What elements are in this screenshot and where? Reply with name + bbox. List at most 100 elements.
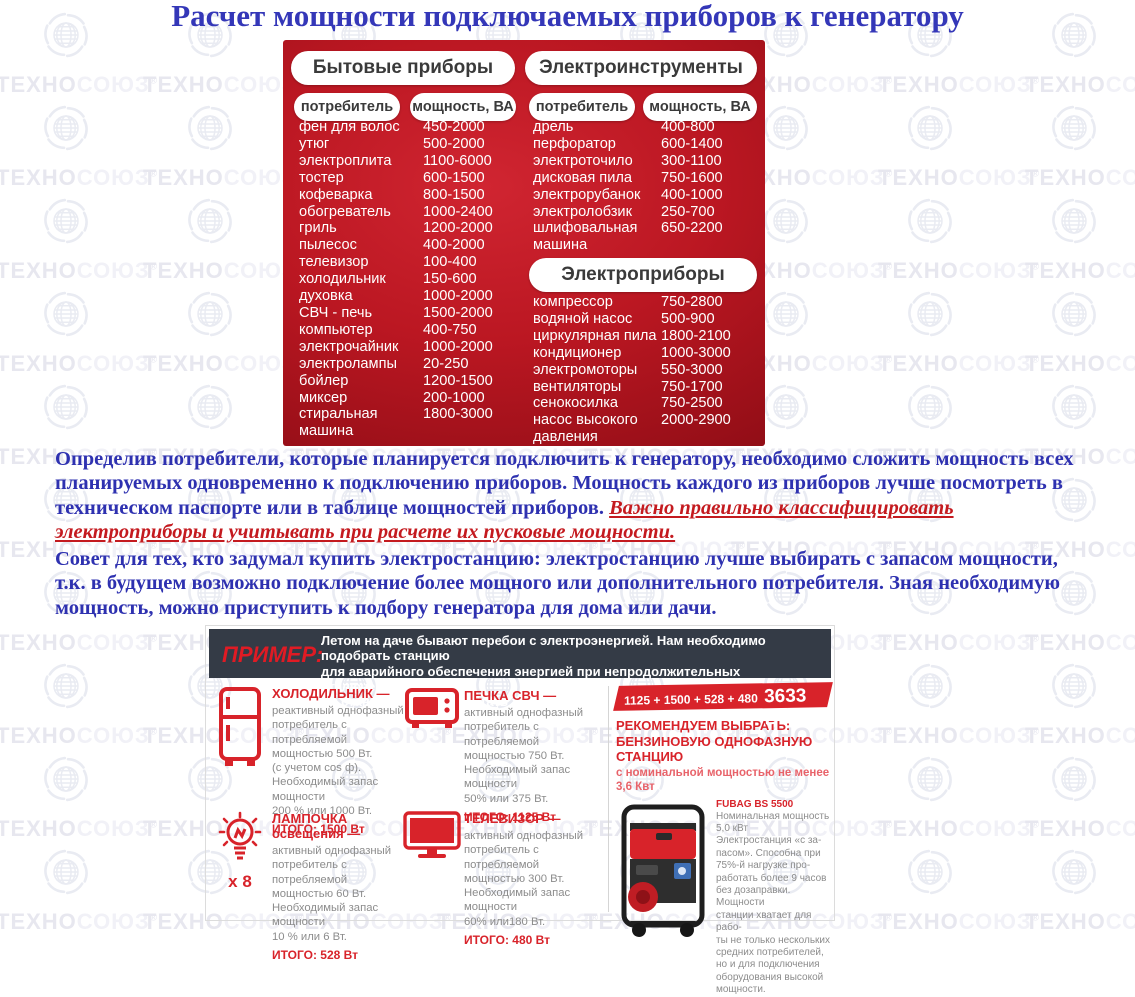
consumer-name: электрочайник [299, 338, 399, 355]
consumer-name: водяной насос [533, 310, 633, 327]
watermark-text: ТЕХНОСОЮЗ® [1025, 816, 1135, 841]
table-row: кондиционер 1000-3000 [533, 345, 759, 362]
globe-icon [1052, 384, 1096, 430]
watermark-text: ТЕХНОСОЮЗ® [878, 909, 1041, 934]
item-total: ИТОГО: 1125 Вт [464, 810, 557, 825]
tv-icon [403, 811, 461, 858]
table-row: обогреватель 1000-2400 [299, 204, 515, 221]
watermark-text: ТЕХНОСОЮЗ® [143, 165, 304, 190]
paragraph-1-text: Определив потребители, которые планирует… [55, 448, 1074, 519]
watermark-text: ТЕХНОСОЮЗ® [0, 258, 159, 283]
watermark-text: ТЕХНОСОЮЗ® [878, 72, 1041, 97]
watermark-text: ТЕХНОСОЮЗ® [1025, 909, 1135, 934]
power-value: 800-1500 [423, 186, 485, 203]
globe-icon [764, 198, 808, 244]
table-row: холодильник 150-600 [299, 271, 515, 288]
power-value: 600-1400 [661, 135, 723, 152]
power-value: 750-1600 [661, 169, 723, 186]
column-header-consumer-tools: потребитель [529, 93, 635, 121]
item-total: ИТОГО: 480 Вт [464, 933, 551, 948]
watermark-text: ТЕХНОСОЮЗ® [143, 351, 304, 376]
table-row: электроплита 1100-6000 [299, 153, 515, 170]
paragraph-1-warning: Важно правильно классифицировать электро… [55, 496, 954, 544]
table-row: вентиляторы 750-1700 [533, 379, 759, 396]
globe-icon [1052, 291, 1096, 337]
consumer-name: кофеварка [299, 186, 373, 203]
recommendation-line-2: БЕНЗИНОВУЮ ОДНОФАЗНУЮ СТАНЦИЮ [616, 733, 813, 765]
product-description: Номинальная мощность 5,0 кВт Электростан… [716, 810, 831, 996]
example-box: ПРИМЕР: Летом на даче бывают перебои с э… [205, 625, 835, 995]
power-value: 1800-3000 [423, 406, 493, 423]
sum-banner: 1125 + 1500 + 528 + 480 = 3633 Вт [613, 682, 833, 729]
power-value: 1000-3000 [661, 344, 731, 361]
product-name: FUBAG BS 5500 [716, 798, 794, 810]
watermark-text: ТЕХНОСОЮЗ® [143, 258, 304, 283]
globe-icon [1052, 663, 1096, 709]
item-total: ИТОГО: 1500 Вт [272, 822, 365, 837]
globe-icon [188, 291, 232, 337]
power-value: 300-1100 [661, 152, 722, 169]
power-value: 500-900 [661, 310, 715, 327]
item-title: ПЕЧКА СВЧ — [464, 688, 557, 703]
globe-icon [188, 105, 232, 151]
table-row: циркулярная пила 1800-2100 [533, 328, 759, 345]
globe-icon [44, 105, 88, 151]
power-value: 150-600 [423, 271, 477, 288]
consumer-name: фен для волос [299, 119, 400, 135]
watermark-text: ТЕХНОСОЮЗ® [0, 816, 159, 841]
power-value: 1100-6000 [423, 152, 492, 169]
table-row: духовка 1000-2000 [299, 288, 515, 305]
watermark-text: ТЕХНОСОЮЗ® [1025, 258, 1135, 283]
watermark-text: ТЕХНОСОЮЗ® [878, 165, 1041, 190]
consumer-name: тостер [299, 169, 344, 186]
watermark-text: ТЕХНОСОЮЗ® [143, 72, 304, 97]
watermark-text: ТЕХНОСОЮЗ® [1025, 351, 1135, 376]
example-label: ПРИМЕР: [222, 642, 324, 667]
tools-rows: дрель 400-800 перфоратор 600-1400 электр… [533, 119, 759, 254]
consumer-name: пылесос [299, 237, 357, 254]
globe-icon [44, 756, 88, 802]
column-header-power-household: мощность, ВА [410, 93, 516, 121]
table-row: компьютер 400-750 [299, 322, 515, 339]
globe-icon [908, 198, 952, 244]
table-row: бойлер 1200-1500 [299, 373, 515, 390]
power-value: 650-2200 [661, 220, 723, 237]
consumer-name: насос высокого давления [533, 412, 638, 446]
section-header-household: Бытовые приборы [291, 51, 515, 85]
power-value: 1500-2000 [423, 304, 493, 321]
globe-icon [908, 663, 952, 709]
table-row: электрорубанок 400-1000 [533, 187, 759, 204]
item-title: ХОЛОДИЛЬНИК — [272, 686, 390, 701]
section-header-tools: Электроинструменты [525, 51, 757, 85]
power-table: Бытовые приборы Электроинструменты потре… [283, 40, 765, 446]
fridge-icon [219, 687, 261, 766]
example-item-fridge: ХОЛОДИЛЬНИК — реактивный однофазный потр… [214, 686, 406, 836]
consumer-name: обогреватель [299, 203, 391, 220]
globe-icon [44, 291, 88, 337]
column-header-consumer-household: потребитель [294, 93, 400, 121]
power-value: 1000-2000 [423, 338, 493, 355]
globe-icon [44, 663, 88, 709]
watermark-text: ТЕХНОСОЮЗ® [0, 723, 159, 748]
power-value: 20-250 [423, 355, 469, 372]
watermark-text: ТЕХНОСОЮЗ® [0, 165, 159, 190]
watermark-text: ТЕХНОСОЮЗ® [0, 909, 159, 934]
globe-icon [44, 849, 88, 895]
item-description: реактивный однофазный потребитель с потр… [272, 705, 404, 818]
watermark-text: ТЕХНОСОЮЗ® [878, 630, 1041, 655]
household-rows: фен для волос 450-2000 утюг 500-2000 эле… [299, 119, 515, 440]
watermark-text: ТЕХНОСОЮЗ® [878, 351, 1041, 376]
consumer-name: циркулярная пила [533, 327, 657, 344]
power-value: 250-700 [661, 203, 715, 220]
consumer-name: стиральная машина [299, 406, 378, 440]
power-value: 550-3000 [661, 361, 723, 378]
example-item-lamp: х 8 ЛАМПОЧКА освещения — активный однофа… [214, 811, 406, 962]
consumer-name: электрорубанок [533, 186, 641, 203]
table-row: электромоторы 550-3000 [533, 362, 759, 379]
table-row: стиральная машина 1800-3000 [299, 406, 515, 440]
item-title: ТЕЛЕВИЗОР — [464, 811, 561, 826]
sum-total: 3633 Вт [763, 685, 807, 730]
consumer-name: электроплита [299, 152, 392, 169]
microwave-icon [405, 688, 459, 728]
power-value: 400-800 [661, 119, 715, 135]
